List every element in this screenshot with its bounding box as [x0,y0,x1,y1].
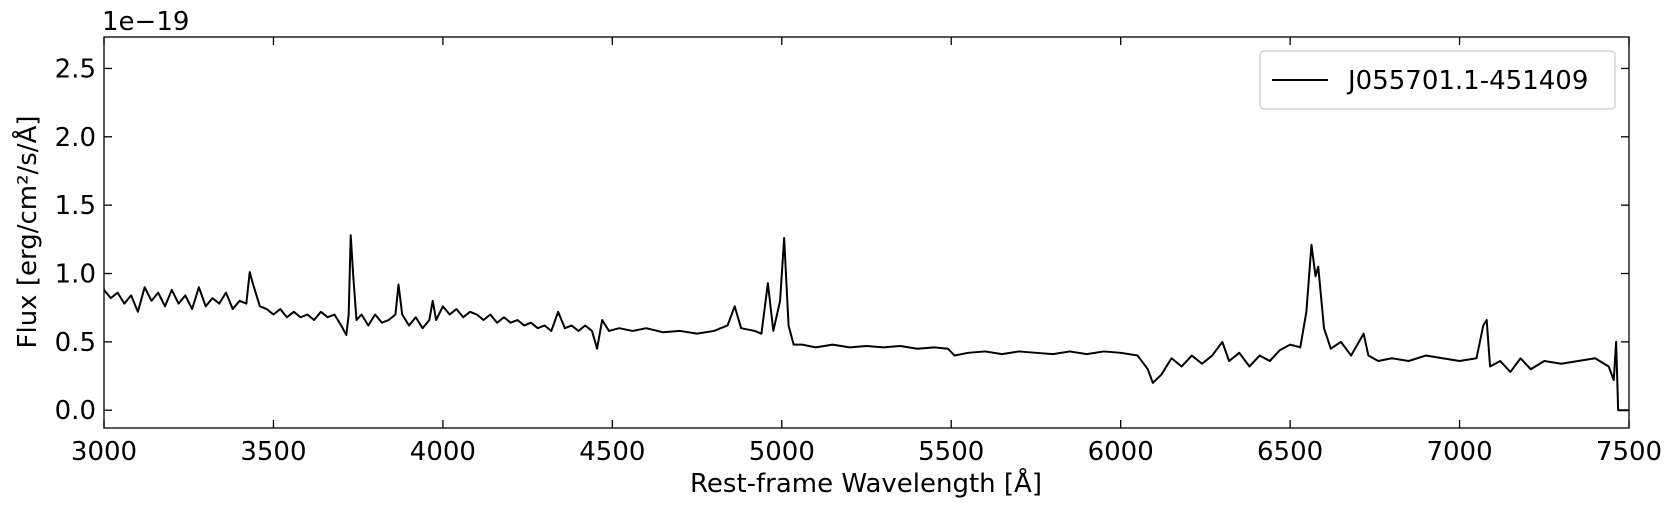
x-tick-label: 5500 [918,437,984,467]
x-tick-label: 7500 [1596,437,1662,467]
y-tick-label: 0.5 [55,328,96,358]
x-tick-label: 5000 [749,437,815,467]
x-axis-label: Rest-frame Wavelength [Å] [690,467,1042,499]
y-tick-label: 2.0 [55,123,96,153]
x-tick-label: 6000 [1088,437,1154,467]
x-tick-label: 3500 [240,437,306,467]
offset-label: 1e−19 [102,7,189,37]
x-tick-label: 4000 [410,437,476,467]
legend-label: J055701.1-451409 [1346,66,1588,96]
x-tick-label: 4500 [579,437,645,467]
x-tick-label: 7000 [1426,437,1492,467]
y-tick-label: 1.5 [55,191,96,221]
x-tick-label: 3000 [71,437,137,467]
y-axis-label: Flux [erg/cm²/s/Å] [11,116,43,349]
spectrum-line [103,234,1629,412]
y-tick-label: 2.5 [55,54,96,84]
legend-box [1259,50,1616,110]
x-tick-label: 6500 [1257,437,1323,467]
plot-frame [103,36,1630,429]
y-tick-label: 0.0 [55,396,96,426]
y-tick-label: 1.0 [55,260,96,290]
